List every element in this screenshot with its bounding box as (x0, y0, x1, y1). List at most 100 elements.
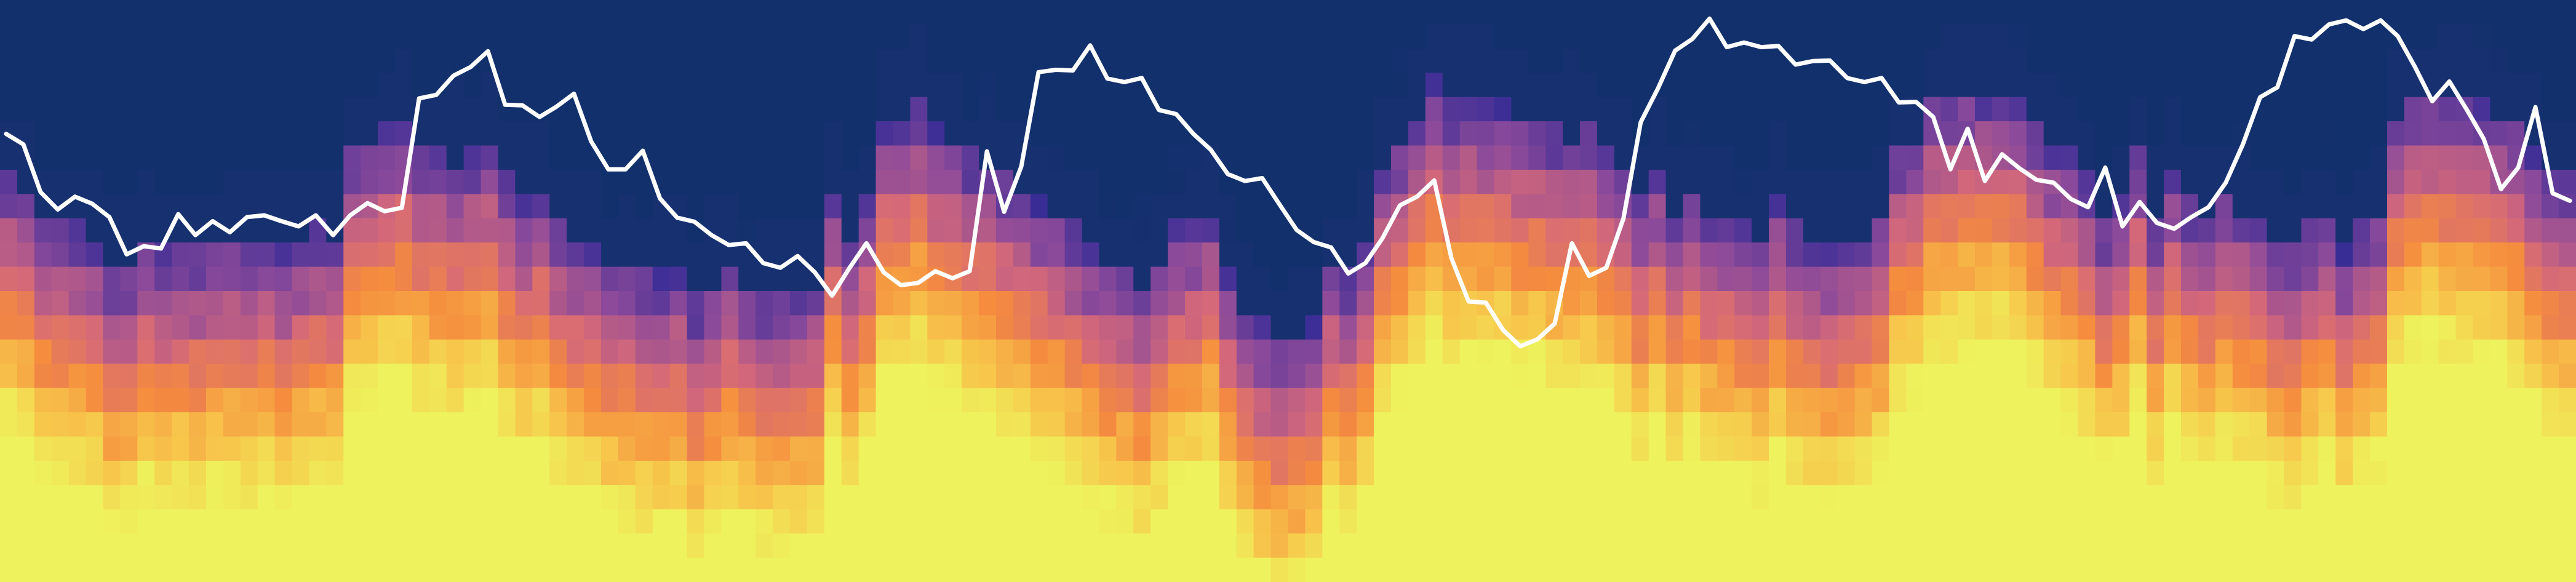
heatmap-cell (2043, 218, 2062, 243)
heatmap-cell (1047, 24, 1066, 49)
heatmap-cell (1288, 509, 1306, 534)
heatmap-cell (292, 73, 310, 98)
heatmap-cell (2542, 121, 2559, 146)
heatmap-cell (2164, 557, 2182, 582)
heatmap-cell (549, 339, 567, 364)
heatmap-cell (1769, 315, 1787, 340)
heatmap-cell (1563, 315, 1581, 340)
heatmap-cell (515, 557, 533, 582)
heatmap-cell (858, 557, 877, 582)
heatmap-cell (1133, 145, 1151, 170)
heatmap-cell (532, 242, 550, 268)
heatmap-cell (1820, 412, 1838, 437)
heatmap-cell (1631, 242, 1649, 268)
heatmap-cell (1305, 73, 1323, 98)
heatmap-cell (2507, 0, 2525, 25)
heatmap-cell (2095, 24, 2113, 49)
heatmap-cell (1511, 97, 1529, 122)
heatmap-cell (223, 48, 241, 73)
heatmap-cell (2421, 145, 2439, 170)
heatmap-cell (1305, 509, 1323, 534)
heatmap-cell (1253, 291, 1272, 316)
heatmap-cell (412, 145, 430, 170)
heatmap-cell (172, 242, 189, 268)
heatmap-cell (103, 485, 121, 510)
heatmap-cell (2490, 121, 2508, 146)
heatmap-cell (1665, 121, 1684, 146)
heatmap-cell (1940, 557, 1958, 582)
heatmap-cell (2438, 121, 2457, 146)
heatmap-cell (910, 145, 928, 170)
heatmap-cell (103, 364, 121, 389)
heatmap-cell (1442, 145, 1461, 170)
heatmap-cell (412, 436, 430, 461)
heatmap-cell (2559, 485, 2576, 510)
heatmap-cell (1665, 73, 1684, 98)
heatmap-cell (2112, 412, 2130, 437)
heatmap-cell (120, 194, 138, 219)
heatmap-cell (1872, 339, 1890, 364)
heatmap-cell (1253, 121, 1272, 146)
heatmap-cell (326, 0, 344, 25)
heatmap-cell (910, 509, 928, 534)
heatmap-cell (2559, 24, 2576, 49)
heatmap-cell (1219, 97, 1237, 122)
heatmap-cell (1030, 218, 1048, 243)
heatmap-cell (1717, 388, 1735, 413)
heatmap-cell (1477, 218, 1495, 243)
heatmap-cell (824, 339, 842, 364)
heatmap-cell (2164, 509, 2182, 534)
heatmap-cell (1116, 291, 1134, 316)
heatmap-cell (1785, 194, 1804, 219)
heatmap-cell (2387, 315, 2405, 340)
heatmap-cell (223, 97, 241, 122)
heatmap-cell (343, 48, 361, 73)
heatmap-cell (1717, 509, 1735, 534)
heatmap-cell (584, 485, 602, 510)
heatmap-cell (1494, 145, 1512, 170)
heatmap-cell (1374, 388, 1392, 413)
heatmap-cell (807, 436, 825, 461)
heatmap-cell (2318, 557, 2336, 582)
heatmap-cell (1357, 194, 1374, 219)
heatmap-cell (2164, 533, 2182, 559)
heatmap-cell (687, 533, 705, 559)
heatmap-cell (1064, 73, 1083, 98)
heatmap-cell (2455, 24, 2474, 49)
heatmap-cell (1923, 48, 1941, 73)
heatmap-cell (120, 121, 138, 146)
heatmap-cell (1236, 412, 1254, 437)
heatmap-cell (995, 218, 1014, 243)
heatmap-cell (120, 388, 138, 413)
heatmap-cell (378, 169, 396, 194)
heatmap-cell (86, 388, 104, 413)
heatmap-cell (1614, 242, 1632, 268)
heatmap-cell (2301, 218, 2319, 243)
heatmap-cell (1717, 145, 1735, 170)
heatmap-cell (1975, 97, 1993, 122)
heatmap-cell (979, 97, 997, 122)
heatmap-cell (2112, 388, 2130, 413)
heatmap-cell (1528, 485, 1546, 510)
heatmap-cell (86, 242, 104, 268)
heatmap-cell (910, 315, 928, 340)
heatmap-cell (2215, 388, 2233, 413)
heatmap-cell (463, 460, 482, 485)
heatmap-cell (1374, 291, 1392, 316)
heatmap-cell (1992, 169, 2010, 194)
heatmap-cell (2060, 24, 2079, 49)
heatmap-cell (343, 73, 361, 98)
heatmap-cell (1082, 291, 1100, 316)
heatmap-cell (841, 557, 859, 582)
heatmap-cell (429, 460, 447, 485)
heatmap-cell (2559, 169, 2576, 194)
heatmap-cell (858, 412, 877, 437)
heatmap-cell (395, 291, 413, 316)
heatmap-cell (600, 509, 619, 534)
heatmap-cell (429, 48, 447, 73)
heatmap-cell (995, 266, 1014, 292)
heatmap-cell (1940, 509, 1958, 534)
heatmap-cell (1820, 291, 1838, 316)
heatmap-cell (1270, 266, 1289, 292)
heatmap-cell (1168, 218, 1186, 243)
